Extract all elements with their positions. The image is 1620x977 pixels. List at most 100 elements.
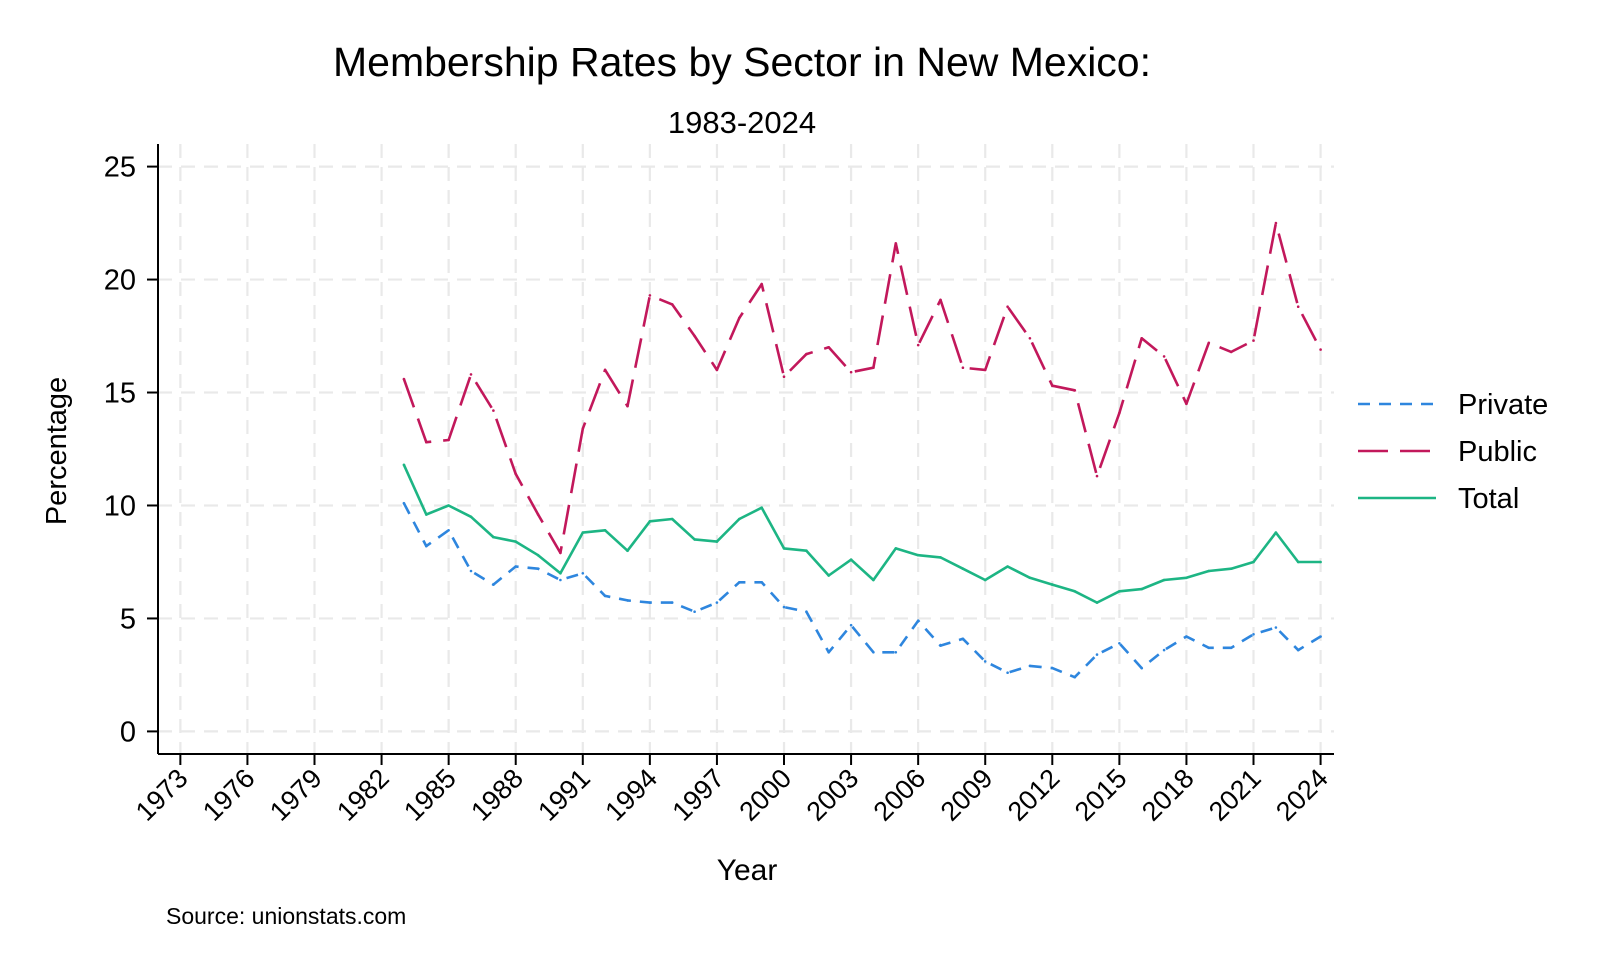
data-point-total: [760, 506, 763, 510]
data-point-total: [961, 567, 965, 570]
data-point-private: [1207, 646, 1211, 650]
data-point-total: [1274, 531, 1278, 534]
data-point-private: [469, 569, 473, 573]
data-point-private: [670, 601, 674, 604]
data-point-total: [469, 515, 473, 519]
x-tick-label: 1985: [398, 763, 462, 827]
data-point-total: [1118, 590, 1121, 593]
series-line-total: [402, 464, 1321, 604]
data-point-private: [447, 529, 450, 532]
data-point-private: [939, 644, 942, 647]
data-point-total: [849, 558, 853, 561]
source-note: Source: unionstats.com: [166, 903, 406, 929]
data-point-total: [514, 540, 517, 543]
data-point-private: [693, 610, 696, 613]
data-point-private: [581, 572, 585, 575]
data-point-private: [961, 637, 965, 641]
data-point-private: [1252, 633, 1255, 636]
data-point-total: [402, 463, 406, 467]
data-point-public: [603, 368, 607, 372]
legend: Private Public Total: [1358, 389, 1548, 515]
data-point-total: [670, 517, 674, 521]
grid: [158, 144, 1334, 754]
x-tick-label: 2018: [1136, 763, 1200, 827]
y-tick-label: 15: [104, 378, 136, 410]
x-tick-label: 1979: [264, 763, 328, 827]
data-point-private: [425, 544, 428, 548]
data-point-total: [626, 549, 629, 552]
data-point-private: [782, 605, 786, 609]
data-point-public: [872, 366, 875, 370]
data-point-total: [916, 553, 920, 557]
data-point-total: [492, 535, 495, 539]
data-point-public: [425, 440, 428, 444]
data-point-total: [1185, 576, 1188, 580]
data-point-public: [916, 343, 920, 347]
data-point-private: [715, 601, 719, 604]
chart-title: Membership Rates by Sector in New Mexico…: [333, 39, 1151, 85]
legend-label-total: Total: [1458, 483, 1519, 515]
data-point-private: [402, 501, 406, 505]
data-point-total: [1028, 576, 1032, 580]
data-point-total: [693, 538, 696, 541]
x-tick-label: 1997: [666, 763, 730, 827]
data-point-public: [1095, 474, 1099, 478]
data-point-public: [1028, 337, 1032, 340]
data-point-public: [1140, 337, 1143, 340]
data-point-total: [1319, 560, 1322, 564]
data-point-private: [1162, 648, 1166, 652]
data-point-private: [1118, 642, 1121, 645]
data-point-public: [939, 298, 942, 302]
data-point-total: [805, 549, 808, 552]
data-point-public: [469, 373, 473, 376]
x-axis-label: Year: [717, 854, 778, 887]
data-point-total: [1207, 569, 1211, 573]
data-point-public: [805, 352, 808, 356]
series-line-public: [402, 221, 1322, 555]
data-point-private: [514, 565, 517, 568]
data-point-public: [1051, 384, 1054, 388]
data-point-public: [1274, 221, 1278, 225]
data-point-public: [581, 427, 585, 431]
series-lines: [402, 221, 1322, 679]
data-point-total: [983, 578, 987, 582]
data-point-private: [1006, 671, 1009, 674]
data-point-total: [447, 504, 450, 507]
data-point-public: [894, 242, 898, 245]
data-point-public: [1319, 348, 1322, 351]
data-point-public: [1296, 305, 1300, 309]
data-point-total: [1162, 578, 1166, 582]
data-point-total: [1140, 587, 1143, 591]
data-point-private: [1185, 635, 1188, 638]
data-point-private: [1051, 666, 1054, 670]
data-point-public: [1118, 411, 1121, 415]
data-point-total: [715, 540, 719, 543]
data-point-public: [626, 404, 629, 408]
x-tick-label: 2000: [734, 763, 798, 827]
data-point-total: [603, 529, 607, 532]
data-point-public: [983, 368, 987, 372]
data-point-total: [827, 574, 830, 577]
data-point-public: [1207, 341, 1211, 345]
x-tick-label: 2012: [1002, 763, 1066, 827]
data-point-public: [760, 282, 763, 286]
x-tick-label: 1988: [465, 763, 529, 827]
data-point-public: [1162, 355, 1166, 358]
x-tick-label: 2003: [801, 763, 865, 827]
data-point-total: [782, 547, 786, 550]
x-tick-label: 2006: [868, 763, 932, 827]
data-point-public: [1252, 339, 1255, 342]
data-point-private: [738, 581, 741, 584]
data-point-total: [1073, 590, 1076, 593]
y-axis-ticks: 0 5 10 15 20 25: [104, 152, 158, 748]
data-point-public: [961, 366, 965, 370]
data-point-public: [492, 409, 495, 412]
data-point-total: [648, 520, 652, 523]
legend-label-public: Public: [1458, 436, 1537, 468]
x-tick-label: 2024: [1270, 763, 1334, 827]
x-tick-label: 1994: [599, 763, 663, 827]
data-point-public: [849, 370, 853, 374]
x-tick-label: 2009: [935, 763, 999, 827]
data-point-public: [1185, 402, 1188, 406]
data-point-private: [1028, 664, 1032, 668]
